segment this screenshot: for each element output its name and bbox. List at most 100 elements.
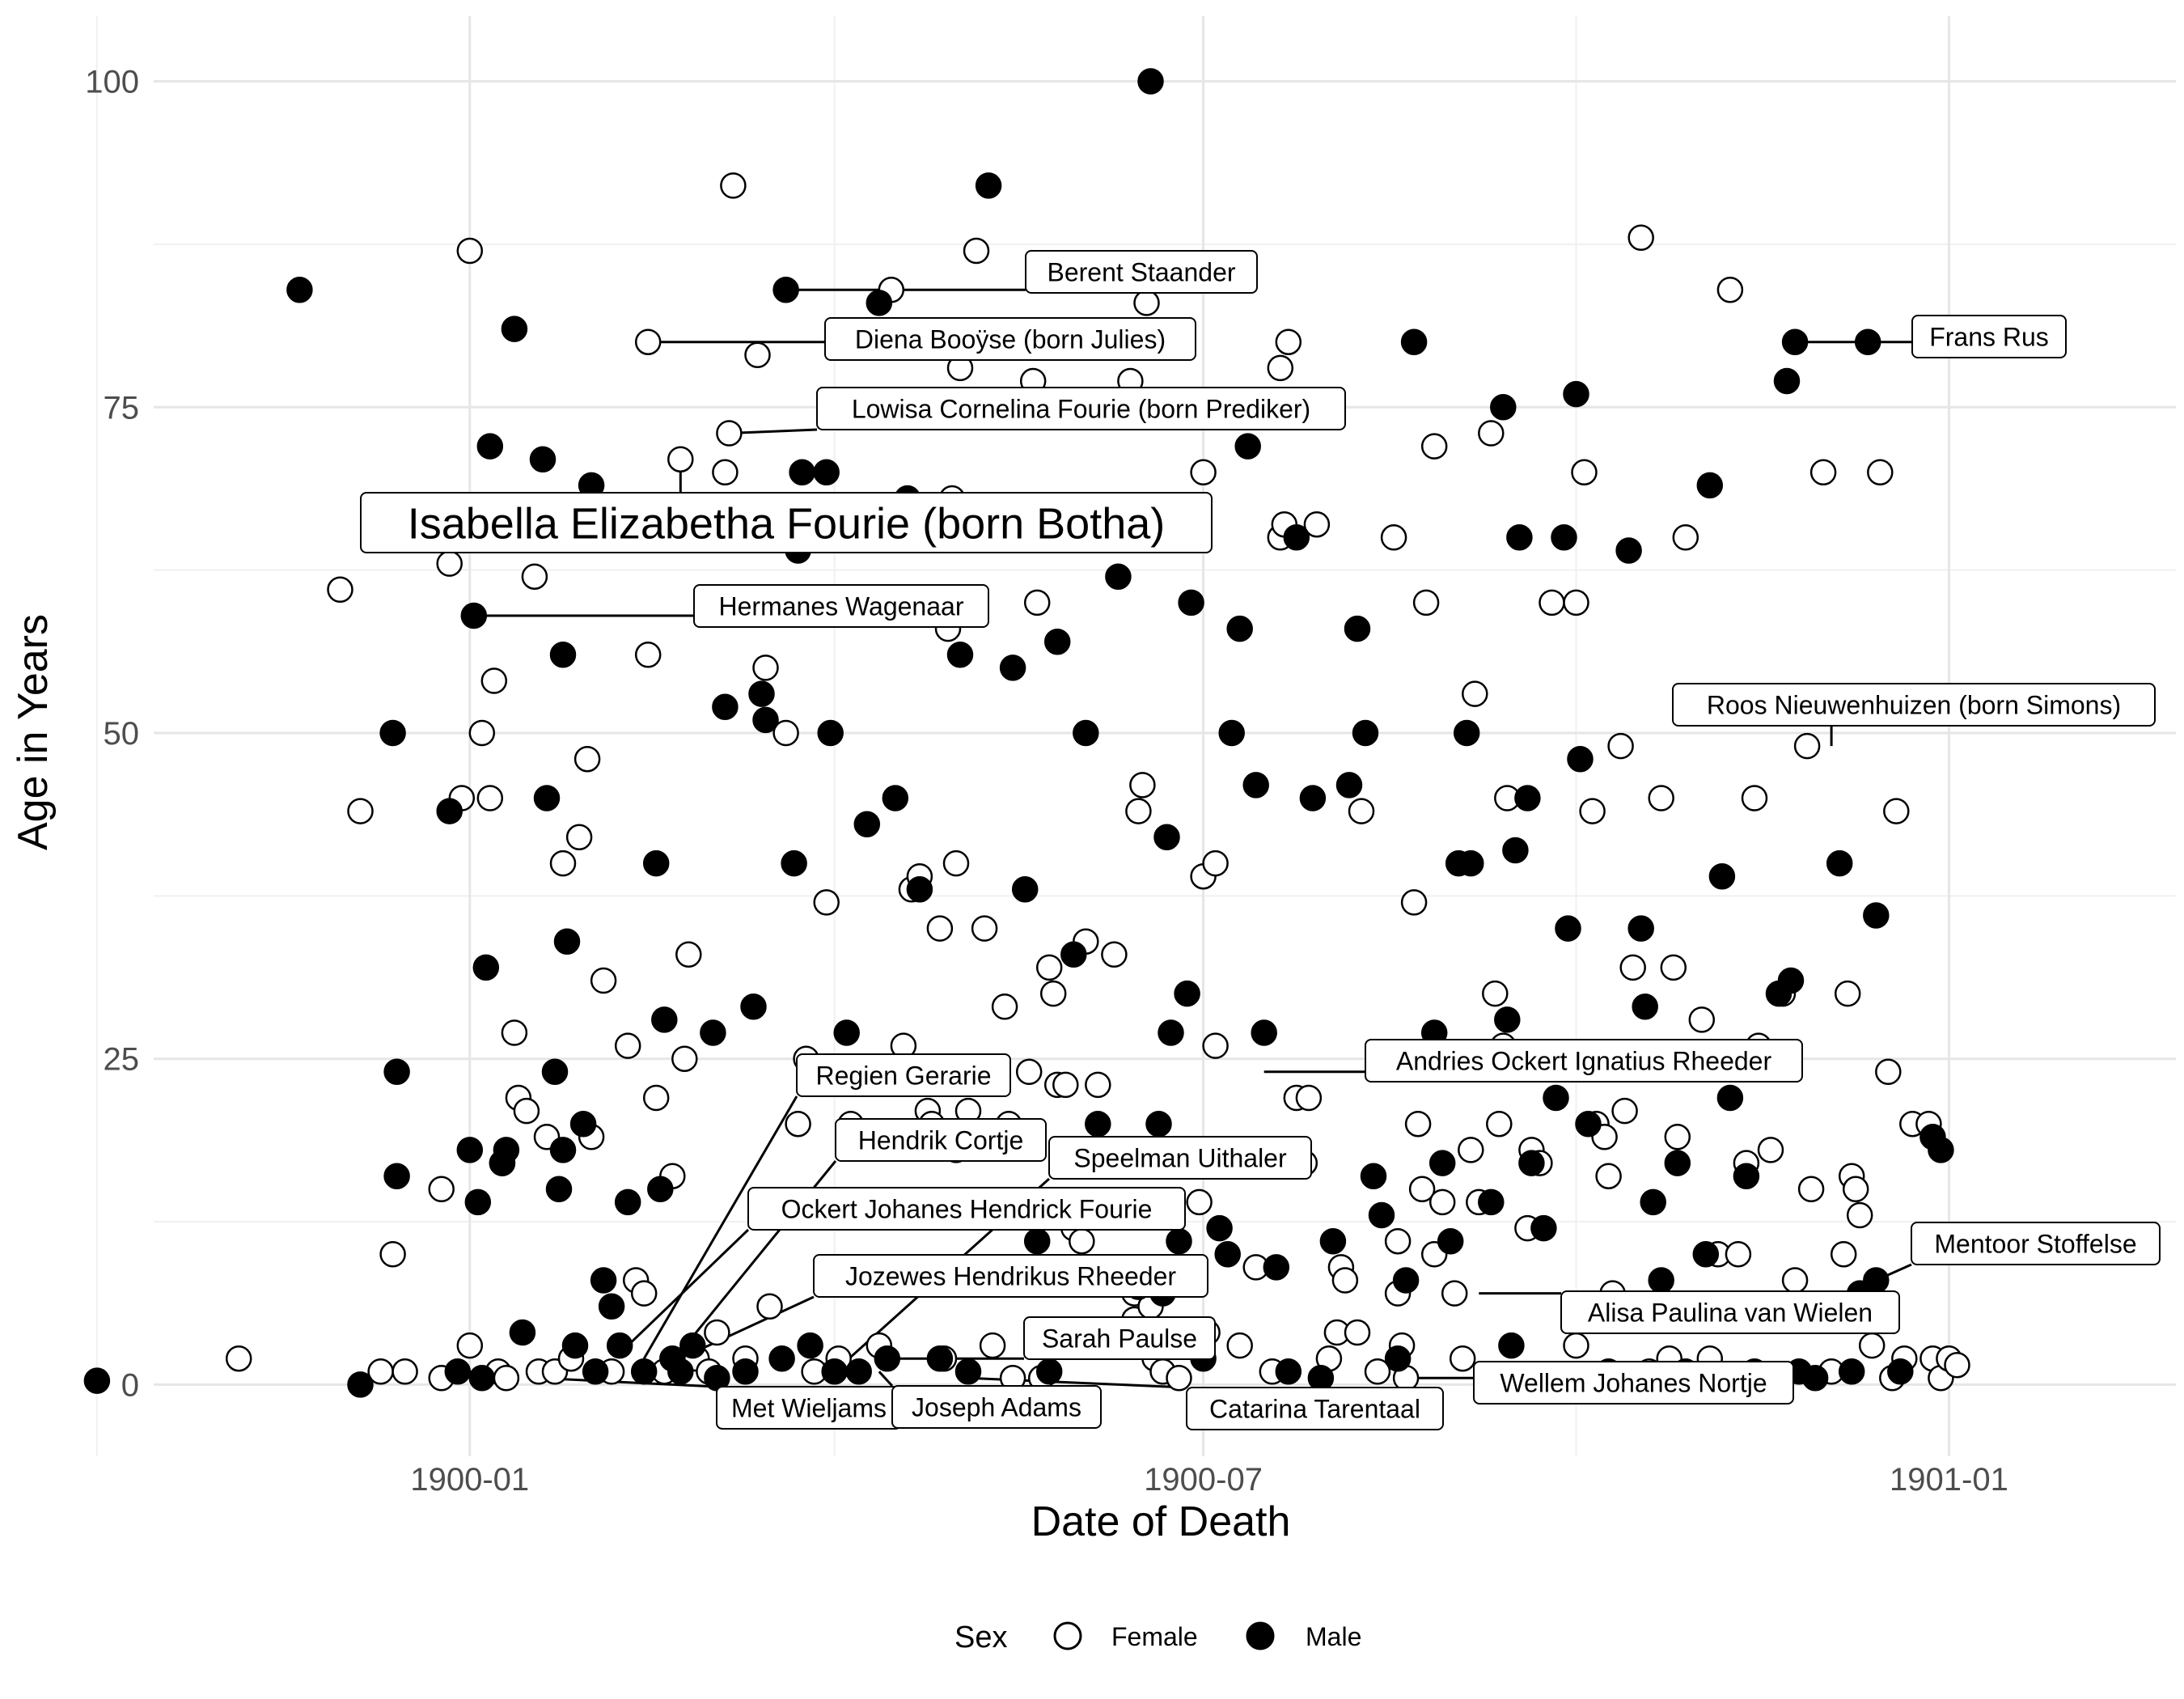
male-point [456,1137,484,1163]
male-point [1153,824,1180,851]
female-point [1486,1110,1513,1138]
female-point [1757,1137,1784,1163]
male-point [582,1358,609,1385]
female-point [1648,785,1674,811]
y-tick-label: 25 [104,1042,140,1078]
female-point [1607,732,1634,760]
male-point [813,459,840,486]
male-point [1632,994,1658,1020]
male-point [460,602,488,629]
annotation-box [816,387,1346,430]
male-point [740,994,767,1020]
male-point [1319,1227,1347,1255]
female-point [392,1358,418,1385]
annotation-text: Sarah Paulse [1042,1324,1197,1354]
female-point [1331,1267,1359,1294]
y-axis-title: Age in Years [10,614,57,850]
male-point [598,1293,625,1320]
annotation-box [1025,250,1258,294]
annotation-text: Isabella Elizabetha Fourie (born Botha) [408,499,1166,548]
female-point [752,655,779,681]
female-point [1579,798,1606,824]
male-point [1283,524,1310,551]
female-point [1085,1071,1111,1099]
annotation-box [360,492,1213,553]
male-point [1498,1332,1525,1359]
annotation-label: Mentoor Stoffelse [1911,1222,2161,1265]
male-point [1530,1214,1557,1242]
male-point [444,1358,472,1385]
male-point [768,1345,795,1372]
male-point [1506,524,1533,551]
annotation-box [891,1385,1102,1429]
female-point [1563,1332,1589,1359]
female-point [428,1176,455,1203]
female-point [926,915,954,942]
female-point [436,550,463,577]
annotation-label: Jozewes Hendrikus Rheeder [813,1254,1208,1298]
male-point [866,290,893,316]
annotation-box [747,1187,1186,1231]
annotation-text: Catarina Tarentaal [1209,1395,1420,1424]
male-point [1035,1358,1063,1385]
female-point [1563,589,1589,616]
annotation-text: Ockert Johanes Hendrick Fourie [781,1195,1153,1224]
male-point [853,811,881,837]
female-point [1441,1280,1468,1307]
female-point [1348,798,1375,824]
male-point [501,316,528,342]
female-point [979,1332,1006,1359]
female-point [1781,1267,1809,1294]
male-point [472,954,500,981]
male-point [1392,1267,1420,1294]
male-point [614,1188,641,1216]
male-point [529,446,557,472]
annotation-text: Diena Booÿse (born Julies) [855,325,1166,354]
female-point [549,850,577,877]
male-point [1275,1358,1302,1385]
female-point [1133,290,1160,316]
male-point [679,1332,706,1359]
annotation-text: Regien Gerarie [816,1061,992,1091]
male-point [1218,719,1245,747]
female-point [1595,1163,1622,1189]
male-point [1428,1150,1456,1176]
male-point [1555,915,1581,942]
male-point [1458,850,1484,877]
annotation-box [1560,1290,1900,1334]
y-tick-label: 0 [121,1367,139,1403]
male-point [732,1358,759,1385]
annotation-label: Diena Booÿse (born Julies) [824,317,1196,361]
male-point [700,1019,726,1046]
female-point [667,446,694,472]
annotation-text: Mentoor Stoffelse [1934,1230,2136,1259]
male-point [1478,1188,1505,1216]
male-point [569,1110,597,1138]
female-point [634,328,662,355]
female-point [1834,980,1861,1007]
female-point [1858,1332,1886,1359]
male-point [1344,615,1371,642]
female-point [1660,954,1687,981]
male-point [642,850,670,877]
female-point [744,341,771,369]
male-point [1928,1137,1954,1163]
female-point [1101,941,1128,968]
male-point [874,1345,901,1372]
female-point [1793,732,1821,760]
male-point [748,680,775,707]
female-point [1449,1345,1476,1372]
male-point [1664,1150,1691,1176]
male-point [533,785,561,811]
female-point [634,642,662,668]
annotation-label: Andries Ockert Ignatius Rheeder [1365,1039,1803,1083]
male-point [1174,980,1200,1007]
male-point [1551,524,1577,551]
male-point [845,1358,872,1385]
female-point [1672,524,1699,551]
male-point [1648,1267,1674,1294]
female-point [1202,850,1229,877]
female-point [1275,328,1302,355]
female-point [1166,1365,1192,1392]
male-point [1575,1110,1602,1138]
